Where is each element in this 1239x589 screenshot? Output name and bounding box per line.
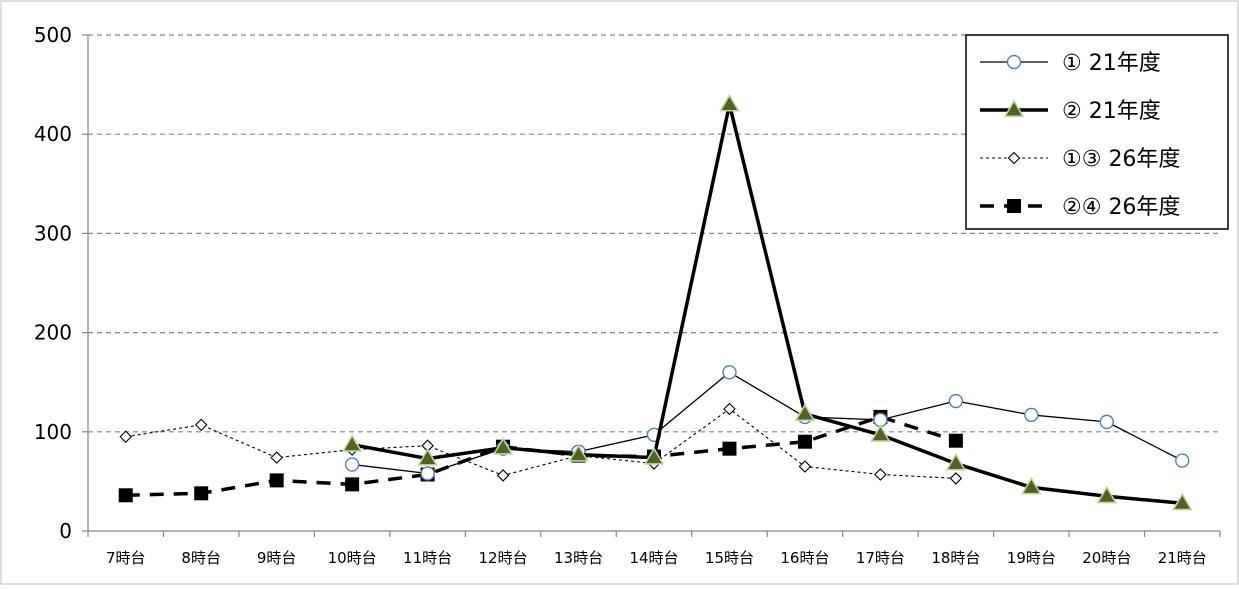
x-tick-label: 16時台: [780, 549, 829, 567]
legend-label-2: ② 21年度: [1062, 99, 1161, 124]
x-tick-label: 18時台: [931, 549, 980, 567]
series-2-point: [341, 434, 363, 452]
series-1-point: [344, 457, 360, 472]
x-tick-label: 21時台: [1158, 549, 1207, 567]
x-tick-label: 7時台: [106, 549, 146, 567]
series-1-point: [1175, 453, 1190, 468]
x-tick-label: 13時台: [554, 549, 603, 567]
x-tick-label: 11時台: [403, 549, 452, 567]
series-2-point: [1020, 476, 1042, 495]
series-1-point: [420, 466, 435, 481]
series-3-point: [949, 472, 963, 485]
legend-label-3: ①③ 26年度: [1062, 147, 1180, 172]
y-tick-label: 200: [34, 321, 72, 345]
series-2-point: [568, 444, 589, 462]
y-tick-labels: 0 100 200 300 400 500: [34, 23, 72, 543]
legend-marker-2: [1003, 99, 1025, 118]
series-3: [119, 402, 963, 485]
series-4-line: [125, 415, 957, 498]
y-tick-label: 400: [34, 122, 72, 146]
series-4-point: [269, 473, 284, 488]
series-2-point: [1171, 492, 1193, 511]
series-4-point: [194, 486, 209, 501]
x-tick-label: 12時台: [479, 549, 528, 567]
x-tick-labels: 7時台 8時台 9時台 10時台 11時台 12時台 13時台 14時台 15時台 16時台 17時…: [106, 549, 1207, 567]
series-3-point: [874, 468, 887, 481]
series-4-point: [797, 434, 812, 449]
x-tick-label: 14時台: [629, 549, 678, 567]
series-2-point: [492, 437, 514, 455]
series-2-line: [351, 102, 1183, 505]
y-tick-label: 0: [59, 519, 72, 543]
series-2-point: [794, 403, 816, 422]
x-tick-label: 15時台: [705, 549, 754, 567]
legend-marker-1: [1006, 54, 1022, 70]
series-1-point: [948, 393, 964, 409]
series-2-point: [719, 93, 740, 112]
y-tick-label: 300: [34, 221, 72, 245]
series-1-point: [722, 365, 737, 380]
series-3-point: [723, 402, 736, 416]
series-2-point: [1096, 485, 1118, 504]
series-lines: [118, 93, 1193, 511]
y-tick-label: 500: [34, 23, 72, 47]
series-2-point: [643, 447, 665, 465]
legend-label-4: ②④ 26年度: [1062, 195, 1180, 220]
series-2-point: [945, 452, 967, 471]
x-tick-label: 20時台: [1082, 549, 1131, 567]
legend: ① 21年度 ② 21年度 ①③ 26年度 ②④ 26年度: [965, 34, 1229, 230]
series-2-point: [870, 424, 891, 442]
series-2: [341, 93, 1193, 511]
series-3-point: [798, 460, 812, 473]
legend-label-1: ① 21年度: [1062, 51, 1161, 76]
series-3-line: [125, 408, 956, 479]
x-tick-label: 8時台: [181, 549, 221, 567]
legend-marker-4: [1007, 199, 1021, 213]
x-tick-label: 9時台: [257, 549, 297, 567]
series-3-point: [194, 418, 208, 432]
series-4-point: [118, 488, 133, 503]
series-3-point: [270, 451, 283, 464]
series-2-point: [417, 448, 438, 466]
y-tick-label: 100: [34, 420, 72, 444]
axes: [82, 34, 1221, 537]
series-1-line: [352, 371, 1183, 475]
series-3-point: [496, 469, 510, 482]
series-4-point: [948, 433, 963, 448]
series-4-point: [345, 477, 360, 492]
legend-marker-3: [1007, 151, 1021, 165]
x-tick-label: 19時台: [1007, 549, 1056, 567]
x-tick-label: 10時台: [328, 549, 377, 567]
series-1-point: [1024, 407, 1039, 423]
series-3-point: [119, 430, 133, 444]
series-4-point: [722, 441, 737, 456]
series-1-point: [1099, 414, 1115, 430]
x-tick-label: 17時台: [856, 549, 905, 567]
